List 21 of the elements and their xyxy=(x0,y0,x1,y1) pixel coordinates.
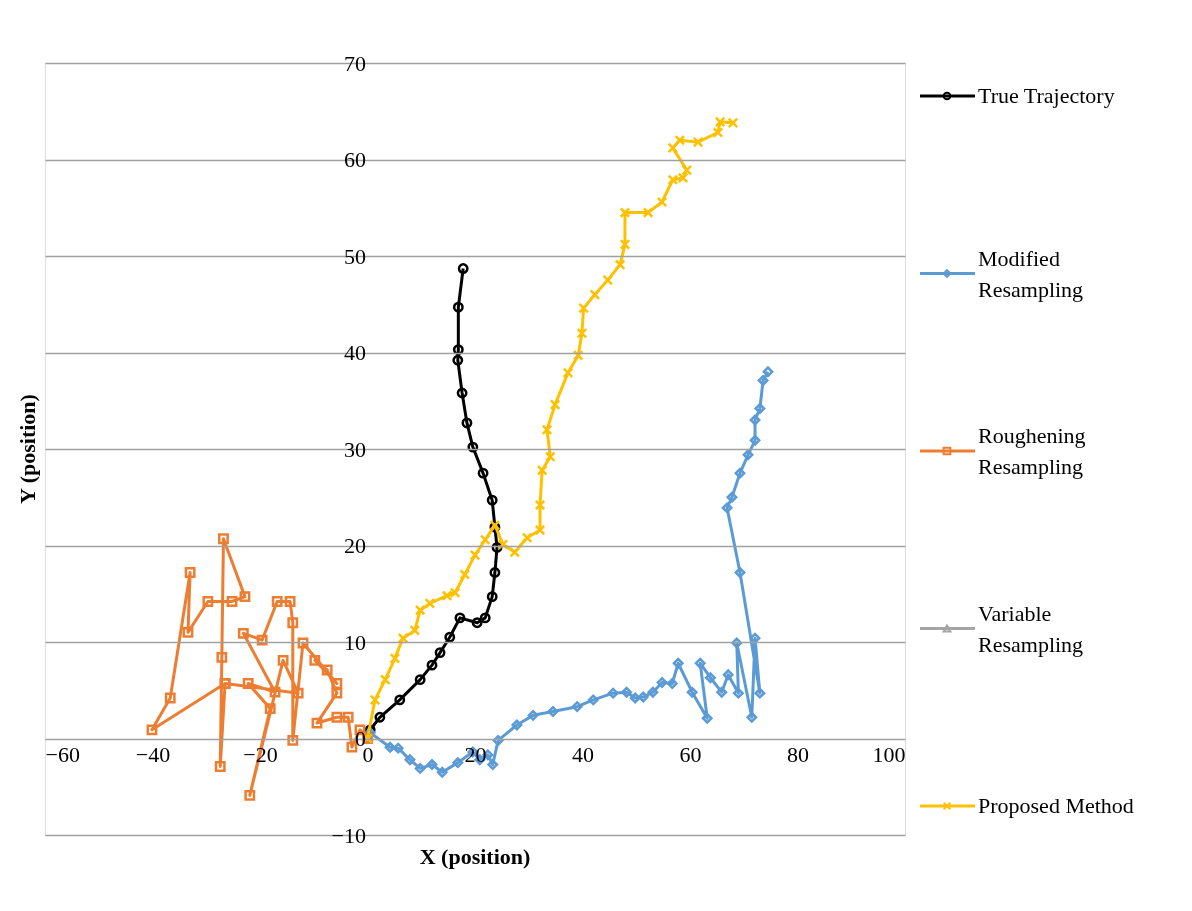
y-tick-label: 70 xyxy=(344,50,366,76)
legend-label: Proposed Method xyxy=(978,793,1134,818)
y-tick-label: 30 xyxy=(344,436,366,462)
x-tick-label: 80 xyxy=(787,742,809,767)
x-tick-label: 40 xyxy=(572,742,594,767)
legend-label: Modified Resampling xyxy=(978,245,1084,302)
x-tick-label: −40 xyxy=(135,742,171,767)
y-tick-label: −10 xyxy=(331,822,366,848)
y-tick-label: 50 xyxy=(344,243,366,269)
legend-label: True Trajectory xyxy=(978,83,1115,108)
legend-label: Roughening Resampling xyxy=(978,423,1086,479)
x-tick-label: −60 xyxy=(45,742,80,767)
legend-label: Variable Resampling xyxy=(978,600,1084,657)
y-tick-label: 20 xyxy=(344,533,366,558)
x-tick-label: 60 xyxy=(679,742,702,767)
y-tick-label: 60 xyxy=(344,147,366,172)
y-axis-title: Y (position) xyxy=(15,394,40,504)
y-tick-label: 10 xyxy=(344,629,366,655)
x-tick-label: 100 xyxy=(872,742,906,767)
x-axis-title: X (position) xyxy=(419,844,531,869)
y-tick-label: 40 xyxy=(344,340,366,365)
